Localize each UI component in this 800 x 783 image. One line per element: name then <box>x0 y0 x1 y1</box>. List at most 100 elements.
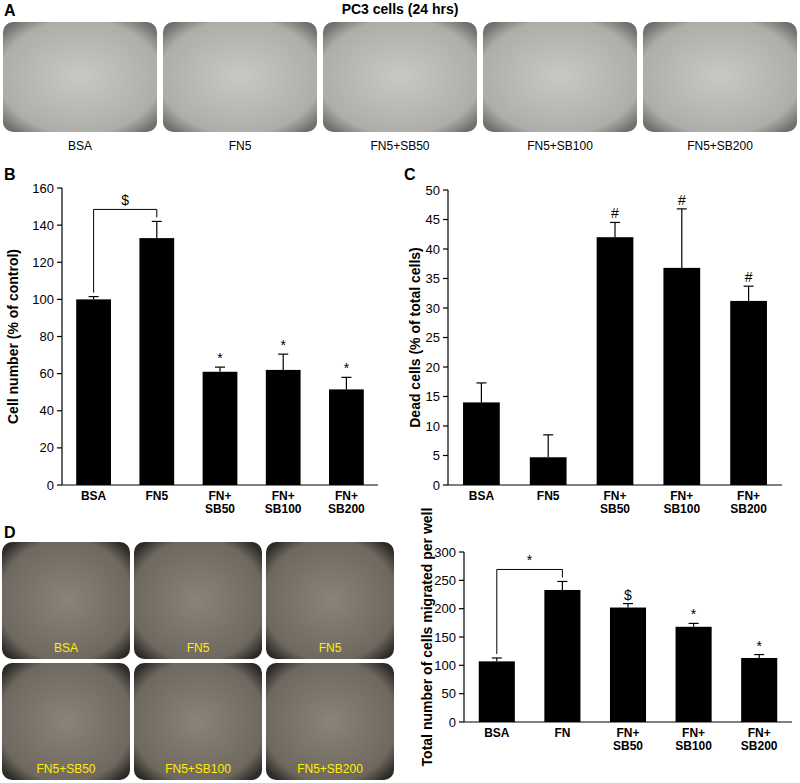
y-tick-label: 80 <box>40 329 54 344</box>
y-tick <box>459 580 464 581</box>
error-cap <box>744 286 754 287</box>
bar <box>741 658 777 722</box>
error-stem <box>614 222 615 237</box>
y-tick-label: 40 <box>40 403 54 418</box>
image-caption: FN5+SB200 <box>687 139 753 153</box>
y-tick-label: 300 <box>434 545 456 560</box>
text-line: SB200 <box>328 502 365 516</box>
y-tick <box>57 225 62 226</box>
error-stem <box>681 209 682 268</box>
y-tick-label: 45 <box>426 212 440 227</box>
y-tick-label: 50 <box>442 686 456 701</box>
x-tick-label: FN5 <box>537 489 560 503</box>
bar <box>610 608 646 722</box>
error-cap <box>215 367 225 368</box>
micrograph <box>3 22 157 132</box>
micrograph <box>163 22 317 132</box>
y-tick <box>57 484 62 485</box>
error-stem <box>748 286 749 301</box>
y-tick <box>57 373 62 374</box>
error-cap <box>754 654 764 655</box>
y-tick-label: 0 <box>47 478 54 493</box>
error-cap <box>610 222 620 223</box>
y-tick <box>459 636 464 637</box>
y-tick-label: 30 <box>426 301 440 316</box>
bar <box>329 389 364 485</box>
text-line: SB100 <box>265 502 302 516</box>
error-stem <box>283 354 284 370</box>
error-bar <box>557 581 567 590</box>
y-tick-label: 0 <box>449 715 456 730</box>
y-tick-label: 5 <box>433 448 440 463</box>
y-axis-label: Dead cells (% of total cells) <box>407 247 423 428</box>
error-bar <box>278 354 288 370</box>
panel-title: PC3 cells (24 hrs) <box>342 1 459 17</box>
error-bar <box>623 604 633 608</box>
x-tick-label: FN+SB200 <box>328 489 365 516</box>
bars <box>463 209 767 485</box>
bars <box>76 221 364 485</box>
bar <box>266 370 301 485</box>
annotation: * <box>217 350 223 366</box>
error-stem <box>219 367 220 372</box>
error-cap <box>89 296 99 297</box>
y-tick-label: 120 <box>32 255 54 270</box>
error-bar <box>689 623 699 626</box>
y-tick <box>443 425 448 426</box>
micrograph <box>266 542 394 659</box>
figure: PC3 cells (24 hrs)ABCDBSAFN5FN5+SB50FN5+… <box>0 0 800 783</box>
bar <box>597 237 634 485</box>
annotation: # <box>745 269 753 285</box>
bar-chart: 050100150200250300Total number of cells … <box>419 508 792 767</box>
image-caption: FN5+SB200 <box>297 762 363 776</box>
y-tick-label: 20 <box>40 440 54 455</box>
y-tick-label: 160 <box>32 181 54 196</box>
y-tick <box>57 187 62 188</box>
y-axis-label: Total number of cells migrated per well <box>419 508 435 767</box>
micrograph <box>2 542 130 659</box>
annotation: * <box>344 360 350 376</box>
text-line: FN+ <box>335 489 358 503</box>
y-axis-label: Cell number (% of control) <box>5 249 21 424</box>
error-bar <box>341 377 351 389</box>
y-tick-label: 100 <box>434 658 456 673</box>
bar <box>463 402 500 485</box>
bar <box>544 590 580 722</box>
error-cap <box>677 208 687 209</box>
bar <box>530 457 567 485</box>
y-tick <box>57 299 62 300</box>
panel-label: C <box>404 166 416 183</box>
annotation: # <box>611 205 619 221</box>
text-line: FN+ <box>272 489 295 503</box>
y-tick <box>459 665 464 666</box>
micrograph <box>643 22 797 132</box>
annotation: * <box>691 606 697 622</box>
x-tick-label: FN+SB100 <box>663 489 700 516</box>
text-line: FN+ <box>603 489 626 503</box>
y-tick <box>57 410 62 411</box>
micrograph <box>134 663 262 780</box>
bar-chart: 05101520253035404550Dead cells (% of tot… <box>407 183 782 517</box>
x-tick-label: FN+SB200 <box>730 489 767 516</box>
x-tick-label: FN+SB50 <box>205 489 235 516</box>
y-tick-label: 15 <box>426 389 440 404</box>
annotation: * <box>756 638 762 654</box>
image-caption: FN5+SB50 <box>36 762 95 776</box>
x-tick-label: FN+SB100 <box>265 489 302 516</box>
error-bar <box>152 221 162 238</box>
y-tick <box>443 307 448 308</box>
text-line: FN+ <box>748 726 771 740</box>
annotation: # <box>678 192 686 208</box>
bar <box>676 627 712 722</box>
text-line: FN+ <box>208 489 231 503</box>
x-tick-label: FN5 <box>145 489 168 503</box>
y-tick <box>443 396 448 397</box>
error-cap <box>623 603 633 604</box>
bar <box>76 299 111 485</box>
image-caption: BSA <box>54 641 78 655</box>
y-tick-label: 0 <box>433 478 440 493</box>
bar <box>730 301 767 485</box>
x-tick-label: FN+SB200 <box>741 726 778 753</box>
panel-label: B <box>4 166 16 183</box>
x-tick-label: FN+SB50 <box>613 726 643 753</box>
